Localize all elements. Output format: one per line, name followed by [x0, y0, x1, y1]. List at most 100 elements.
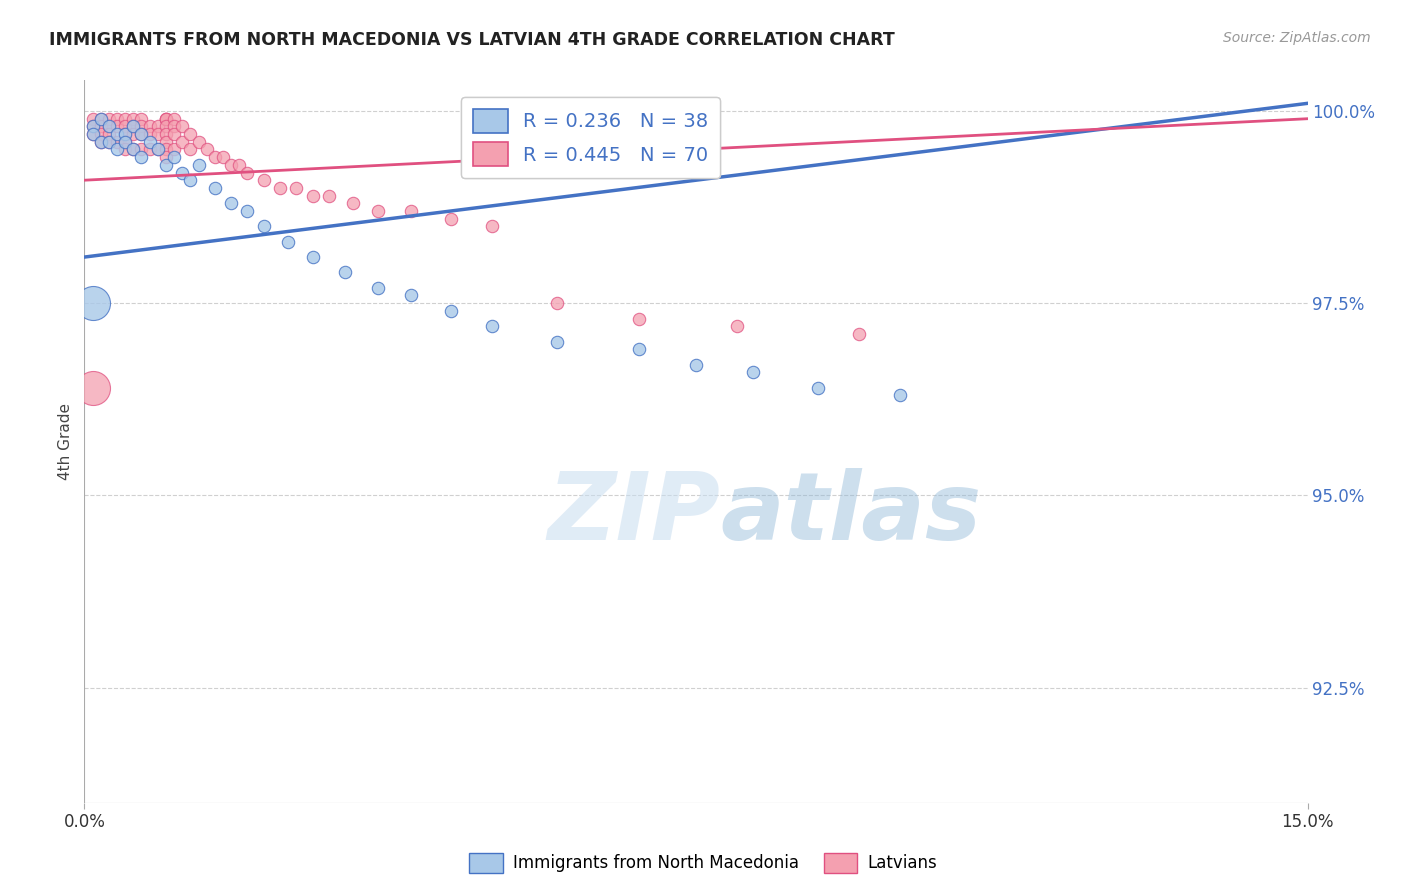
Point: [114, 143, 136, 157]
Point: [179, 173, 201, 187]
Point: [97, 135, 120, 149]
Point: [219, 158, 242, 172]
Point: [82, 381, 104, 395]
Point: [889, 388, 911, 402]
Point: [138, 135, 160, 149]
Point: [114, 127, 136, 141]
Point: [114, 127, 136, 141]
Point: [195, 143, 218, 157]
Point: [82, 120, 104, 134]
Point: [204, 150, 226, 164]
Point: [627, 311, 650, 326]
Text: IMMIGRANTS FROM NORTH MACEDONIA VS LATVIAN 4TH GRADE CORRELATION CHART: IMMIGRANTS FROM NORTH MACEDONIA VS LATVI…: [49, 31, 896, 49]
Point: [97, 120, 120, 134]
Point: [82, 127, 104, 141]
Point: [187, 158, 209, 172]
Point: [122, 120, 145, 134]
Point: [155, 112, 177, 126]
Point: [725, 319, 748, 334]
Point: [335, 265, 357, 279]
Point: [627, 343, 650, 357]
Point: [138, 143, 160, 157]
Point: [138, 127, 160, 141]
Point: [97, 127, 120, 141]
Point: [204, 181, 226, 195]
Point: [367, 281, 389, 295]
Point: [481, 219, 503, 234]
Point: [253, 173, 276, 187]
Point: [131, 112, 153, 126]
Point: [212, 150, 235, 164]
Point: [155, 112, 177, 126]
Point: [481, 319, 503, 334]
Point: [155, 143, 177, 157]
Point: [97, 135, 120, 149]
Point: [219, 196, 242, 211]
Point: [236, 203, 259, 218]
Point: [155, 120, 177, 134]
Point: [342, 196, 364, 211]
Point: [82, 120, 104, 134]
Point: [440, 211, 463, 226]
Point: [105, 135, 128, 149]
Point: [172, 120, 194, 134]
Point: [440, 304, 463, 318]
Point: [122, 143, 145, 157]
Text: atlas: atlas: [720, 467, 981, 560]
Point: [399, 288, 422, 302]
Point: [146, 143, 169, 157]
Point: [685, 358, 707, 372]
Point: [131, 127, 153, 141]
Point: [131, 150, 153, 164]
Point: [301, 188, 323, 202]
Point: [90, 135, 112, 149]
Point: [367, 203, 389, 218]
Point: [146, 143, 169, 157]
Point: [172, 135, 194, 149]
Point: [146, 127, 169, 141]
Point: [742, 365, 765, 379]
Point: [105, 120, 128, 134]
Point: [187, 135, 209, 149]
Point: [172, 165, 194, 179]
Text: Source: ZipAtlas.com: Source: ZipAtlas.com: [1223, 31, 1371, 45]
Point: [131, 143, 153, 157]
Point: [807, 381, 830, 395]
Point: [122, 127, 145, 141]
Point: [163, 127, 186, 141]
Point: [90, 135, 112, 149]
Point: [228, 158, 250, 172]
Point: [105, 112, 128, 126]
Point: [122, 120, 145, 134]
Point: [82, 127, 104, 141]
Point: [318, 188, 340, 202]
Point: [163, 120, 186, 134]
Point: [82, 112, 104, 126]
Point: [546, 334, 568, 349]
Point: [122, 143, 145, 157]
Point: [546, 296, 568, 310]
Point: [269, 181, 291, 195]
Point: [90, 112, 112, 126]
Point: [97, 120, 120, 134]
Point: [90, 120, 112, 134]
Legend: R = 0.236   N = 38, R = 0.445   N = 70: R = 0.236 N = 38, R = 0.445 N = 70: [461, 97, 720, 178]
Point: [399, 203, 422, 218]
Point: [146, 120, 169, 134]
Point: [90, 112, 112, 126]
Point: [179, 127, 201, 141]
Point: [155, 150, 177, 164]
Point: [155, 135, 177, 149]
Point: [253, 219, 276, 234]
Point: [114, 135, 136, 149]
Point: [163, 150, 186, 164]
Point: [301, 250, 323, 264]
Point: [155, 112, 177, 126]
Point: [155, 158, 177, 172]
Point: [105, 143, 128, 157]
Point: [277, 235, 299, 249]
Point: [122, 112, 145, 126]
Point: [163, 143, 186, 157]
Point: [90, 127, 112, 141]
Point: [131, 127, 153, 141]
